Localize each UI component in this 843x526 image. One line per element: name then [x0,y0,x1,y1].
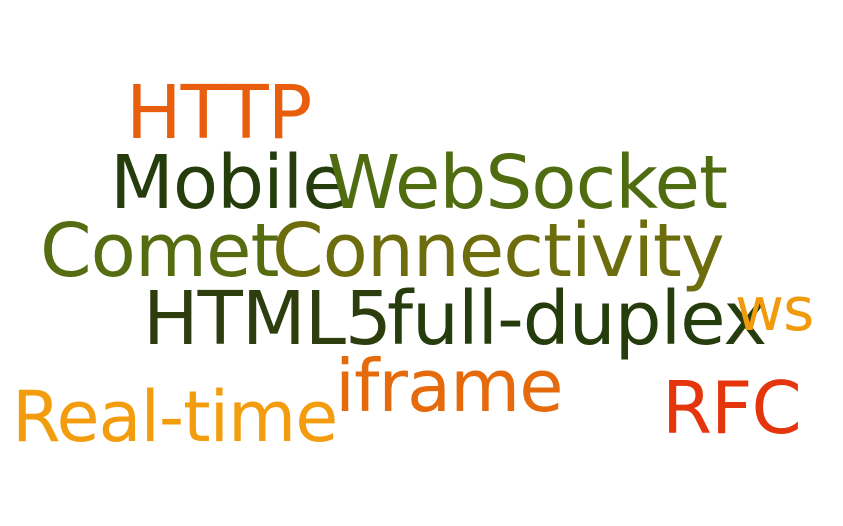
word-mobile: Mobile [110,140,348,226]
word-connectivity: Connectivity [272,208,725,294]
word-real-time: Real-time [12,376,338,458]
word-comet: Comet [40,208,280,294]
word-http: HTTP [126,70,312,156]
word-full-duplex: full-duplex [387,276,767,362]
word-rfc: RFC [662,366,802,450]
word-html5: HTML5 [143,276,392,362]
word-iframe: iframe [335,344,564,428]
word-ws: ws [735,275,814,345]
word-websocket: WebSocket [327,140,728,226]
